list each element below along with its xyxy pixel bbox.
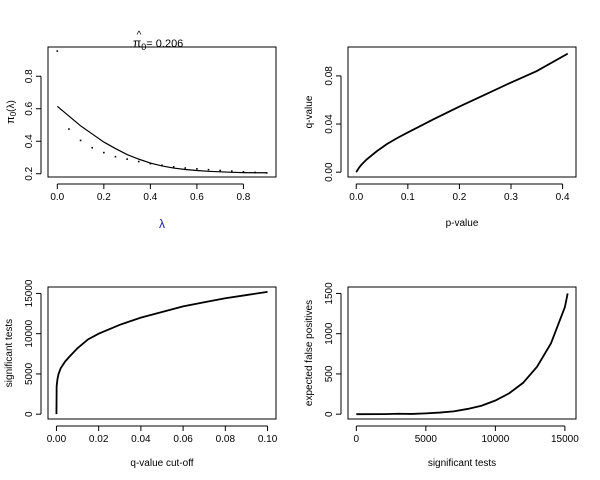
y-tick-label: 1500 — [324, 282, 335, 305]
x-tick-label: 0.02 — [89, 434, 109, 445]
plot-marks — [356, 293, 569, 416]
data-point — [172, 165, 175, 168]
y-tick-label: 15000 — [24, 279, 35, 307]
y-axis-title: q-value — [304, 95, 315, 128]
x-tick-label: 5000 — [415, 434, 438, 445]
x-tick-label: 0.0 — [50, 192, 64, 203]
data-point — [207, 168, 210, 171]
series-line — [355, 52, 569, 173]
data-point — [114, 155, 117, 158]
y-axis: 0.00 0.04 0.08 — [324, 66, 342, 182]
x-axis-title: λ — [159, 217, 165, 231]
x-tick-label: 0.10 — [258, 434, 278, 445]
data-point — [219, 169, 221, 172]
y-axis-title: significant tests — [4, 319, 15, 387]
x-tick-label: 0.6 — [190, 192, 204, 203]
x-tick-label: 0.3 — [504, 192, 518, 203]
y-axis-title-subscript: 0 — [9, 111, 18, 116]
x-tick-label: 0.00 — [47, 434, 67, 445]
x-axis-title: q-value cut-off — [130, 458, 193, 469]
pi0-title-value: = 0.206 — [146, 38, 183, 50]
x-axis-title: significant tests — [428, 458, 496, 469]
data-point — [79, 139, 82, 142]
y-tick-label: 0.08 — [324, 66, 335, 86]
y-axis-title-suffix: (λ) — [6, 100, 17, 112]
plot-frame — [47, 46, 277, 178]
data-point — [184, 167, 187, 169]
plot-marks — [55, 290, 268, 415]
x-tick-label: 10000 — [481, 434, 509, 445]
pi0-title-hat: ^ — [137, 30, 142, 41]
y-tick-label: 0 — [324, 411, 335, 417]
x-tick-label: 0 — [354, 434, 360, 445]
x-axis: 0.0 0.1 0.2 0.3 0.4 — [349, 183, 570, 203]
plot-marks — [355, 52, 569, 173]
data-point — [103, 151, 105, 154]
pi0-title: π0= 0.206 — [133, 36, 183, 52]
x-tick-label: 0.8 — [236, 192, 250, 203]
data-point — [161, 164, 163, 167]
y-axis: 0 5000 10000 15000 — [24, 279, 42, 417]
x-tick-label: 0.2 — [452, 192, 466, 203]
x-tick-label: 0.0 — [349, 192, 363, 203]
series-line — [55, 290, 268, 415]
x-axis-title: p-value — [446, 218, 479, 229]
y-tick-label: 0 — [24, 411, 35, 417]
y-axis: 0 500 1000 1500 — [324, 282, 342, 417]
significant-tests-qcutoff-panel: 0.00 0.02 0.04 0.06 0.08 0.10 0 5000 10000 15000… — [4, 279, 278, 469]
plot-marks — [56, 50, 268, 174]
x-tick-label: 0.4 — [556, 192, 570, 203]
data-point — [242, 171, 245, 173]
y-tick-label: 1000 — [324, 322, 335, 345]
y-tick-label: 0.2 — [24, 166, 35, 180]
series-line — [56, 105, 267, 174]
y-tick-label: 0.6 — [24, 101, 35, 115]
data-point — [265, 172, 268, 174]
data-point — [126, 158, 128, 160]
x-tick-label: 0.06 — [173, 434, 193, 445]
y-tick-label: 0.8 — [24, 69, 35, 83]
data-point — [137, 160, 140, 163]
y-tick-label: 0.04 — [324, 114, 335, 134]
plot-frame — [347, 46, 577, 178]
qvalue-pvalue-panel: 0.0 0.1 0.2 0.3 0.4 0.00 0.04 0.08 p-value q-v… — [304, 46, 577, 229]
y-tick-label: 0.4 — [24, 134, 35, 148]
x-tick-label: 15000 — [551, 434, 579, 445]
data-point — [56, 50, 59, 52]
data-point — [149, 162, 152, 165]
x-axis: 0.00 0.02 0.04 0.06 0.08 0.10 — [47, 425, 278, 445]
y-tick-label: 10000 — [24, 319, 35, 347]
x-axis: 0 5000 10000 15000 — [354, 425, 579, 445]
x-tick-label: 0.08 — [216, 434, 236, 445]
x-tick-label: 0.1 — [401, 192, 415, 203]
x-tick-label: 0.4 — [143, 192, 157, 203]
y-axis-title-symbol: π — [5, 116, 17, 124]
data-point — [91, 146, 94, 149]
series-line — [356, 293, 569, 416]
y-axis-title: π0(λ) — [5, 100, 18, 124]
plot-frame — [47, 286, 277, 420]
data-point — [230, 170, 233, 172]
x-tick-label: 0.04 — [131, 434, 151, 445]
data-point — [196, 168, 198, 170]
plot-frame — [347, 286, 577, 420]
y-axis-title: expected false positives — [304, 300, 315, 406]
y-tick-label: 0.00 — [324, 162, 335, 182]
data-point — [68, 128, 70, 130]
y-tick-label: 500 — [324, 365, 335, 382]
pi0-title-symbol: π — [133, 36, 141, 50]
x-tick-label: 0.2 — [97, 192, 111, 203]
y-tick-label: 5000 — [24, 362, 35, 385]
y-axis: 0.2 0.4 0.6 0.8 — [24, 69, 42, 181]
pi0-lambda-panel: 0.0 0.2 0.4 0.6 0.8 0.20.40.60.8 ^ π0= 0.206… — [5, 30, 277, 231]
x-axis: 0.0 0.2 0.4 0.6 0.8 — [50, 183, 251, 203]
false-positives-panel: 0 5000 10000 15000 0 500 1000 1500 significant… — [304, 282, 579, 469]
pi0-title-subscript: 0 — [141, 42, 146, 52]
